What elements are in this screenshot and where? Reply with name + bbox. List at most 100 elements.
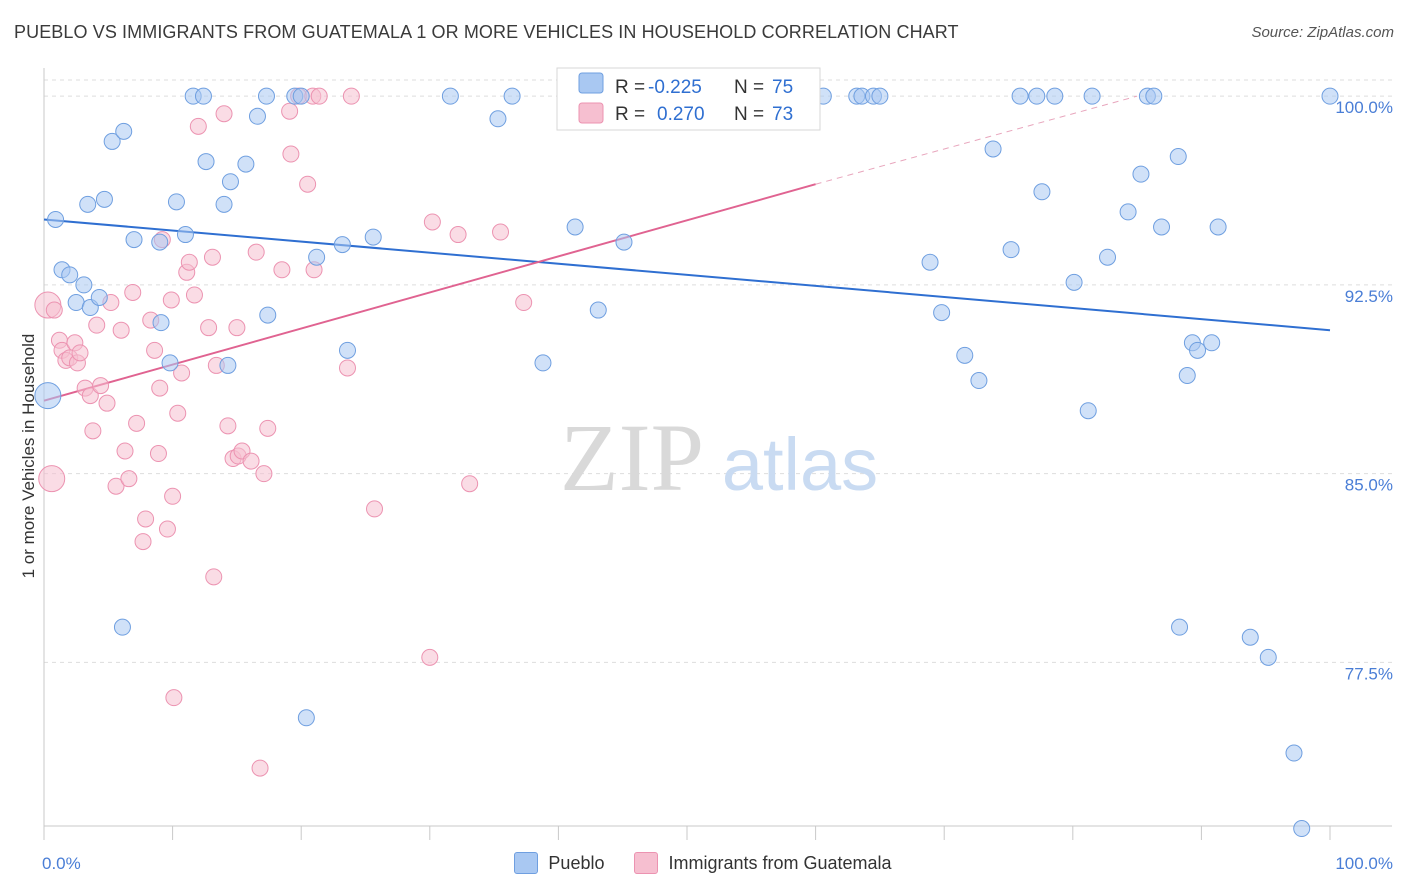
guatemala-point bbox=[164, 487, 182, 505]
legend-r-value-guat: 0.270 bbox=[657, 104, 705, 125]
pueblo-point bbox=[167, 193, 185, 211]
pueblo-point bbox=[1011, 87, 1029, 105]
legend-r-label-pueblo: R = bbox=[615, 77, 645, 98]
legend-r-label-guat: R = bbox=[615, 104, 645, 125]
y-tick-label: 77.5% bbox=[1345, 664, 1393, 683]
guatemala-point bbox=[366, 500, 384, 518]
pueblo-point bbox=[151, 233, 169, 251]
pueblo-point bbox=[333, 236, 351, 254]
watermark-atlas: atlas bbox=[722, 423, 878, 506]
pueblo-point bbox=[1285, 744, 1303, 762]
guatemala-point bbox=[299, 175, 317, 193]
guatemala-point bbox=[98, 394, 116, 412]
y-tick-label: 100.0% bbox=[1335, 98, 1393, 117]
guatemala-point bbox=[228, 319, 246, 337]
pueblo-point bbox=[34, 382, 62, 410]
x-tick-label: 100.0% bbox=[1335, 854, 1393, 873]
pueblo-point bbox=[534, 354, 552, 372]
chart-title: PUEBLO VS IMMIGRANTS FROM GUATEMALA 1 OR… bbox=[14, 22, 959, 42]
legend-swatch-guat bbox=[578, 102, 604, 124]
pueblo-point bbox=[441, 87, 459, 105]
x-tick-label: 0.0% bbox=[42, 854, 81, 873]
pueblo-point bbox=[219, 356, 237, 374]
guatemala-point bbox=[173, 364, 191, 382]
guatemala-point bbox=[81, 387, 99, 405]
pueblo-point bbox=[257, 87, 275, 105]
guatemala-point bbox=[205, 568, 223, 586]
guatemala-point bbox=[189, 117, 207, 135]
pueblo-point bbox=[1099, 248, 1117, 266]
pueblo-point bbox=[152, 314, 170, 332]
legend-item-pueblo[interactable]: Pueblo bbox=[514, 852, 604, 874]
legend-item-guat[interactable]: Immigrants from Guatemala bbox=[634, 852, 892, 874]
guatemala-point bbox=[338, 359, 356, 377]
pueblo-point bbox=[297, 709, 315, 727]
pueblo-point bbox=[308, 248, 326, 266]
axes: 77.5% 85.0% 92.5% 100.0% 0.0% 100.0% bbox=[42, 68, 1393, 873]
guatemala-point bbox=[247, 243, 265, 261]
pueblo-point bbox=[47, 210, 65, 228]
y-axis-label: 1 or more Vehicles in Household bbox=[19, 334, 38, 579]
pueblo-point bbox=[1033, 183, 1051, 201]
pueblo-point bbox=[1119, 203, 1137, 221]
guatemala-point bbox=[282, 145, 300, 163]
guatemala-point bbox=[200, 319, 218, 337]
pueblo-point bbox=[1028, 87, 1046, 105]
pueblo-point bbox=[615, 233, 633, 251]
watermark-zip: ZIP bbox=[560, 404, 704, 511]
y-tick-label: 92.5% bbox=[1345, 287, 1393, 306]
pueblo-point bbox=[1046, 87, 1064, 105]
guatemala-point bbox=[149, 445, 167, 463]
pueblo-point bbox=[1002, 241, 1020, 259]
pueblo-point bbox=[237, 155, 255, 173]
pueblo-point bbox=[194, 87, 212, 105]
pueblo-point bbox=[489, 110, 507, 128]
guatemala-point bbox=[215, 105, 233, 123]
pueblo-point bbox=[292, 87, 310, 105]
guatemala-point bbox=[169, 404, 187, 422]
guatemala-point bbox=[421, 648, 439, 666]
guatemala-point bbox=[165, 689, 183, 707]
trend-lines bbox=[43, 95, 1331, 402]
pueblo-point bbox=[871, 87, 889, 105]
guatemala-point bbox=[162, 291, 180, 309]
guatemala-point bbox=[84, 422, 102, 440]
guatemala-point bbox=[88, 316, 106, 334]
guatemala-point bbox=[116, 442, 134, 460]
legend-n-label-pueblo: N = bbox=[734, 77, 764, 98]
guatemala-point bbox=[107, 477, 125, 495]
legend-swatch-pueblo-bottom bbox=[514, 852, 539, 874]
pueblo-point bbox=[75, 276, 93, 294]
legend-swatch-pueblo bbox=[578, 72, 604, 94]
watermark: ZIP atlas bbox=[560, 404, 878, 511]
pueblo-point bbox=[1189, 341, 1207, 359]
pueblo-point bbox=[1079, 402, 1097, 420]
guatemala-point bbox=[180, 253, 198, 271]
guatemala-point bbox=[449, 226, 467, 244]
legend-n-value-guat: 73 bbox=[772, 104, 793, 125]
guatemala-point bbox=[423, 213, 441, 231]
guatemala-point bbox=[515, 294, 533, 312]
legend-r-value-pueblo: -0.225 bbox=[648, 77, 702, 98]
pueblo-point bbox=[95, 190, 113, 208]
guatemala-point bbox=[45, 301, 63, 319]
pueblo-point bbox=[1169, 148, 1187, 166]
guatemala-point bbox=[281, 102, 299, 120]
pueblo-point bbox=[115, 122, 133, 140]
pueblo-trend-line bbox=[43, 218, 1331, 332]
pueblo-point bbox=[1171, 618, 1189, 636]
guatemala-point bbox=[134, 533, 152, 551]
pueblo-point bbox=[1153, 218, 1171, 236]
guatemala-point bbox=[185, 286, 203, 304]
bottom-legend: Pueblo Immigrants from Guatemala bbox=[0, 852, 1406, 874]
pueblo-point bbox=[956, 346, 974, 364]
legend-label-pueblo: Pueblo bbox=[548, 852, 605, 873]
pueblo-point bbox=[970, 372, 988, 390]
pueblo-point bbox=[125, 231, 143, 249]
guatemala-point bbox=[273, 261, 291, 279]
pueblo-point bbox=[921, 253, 939, 271]
pueblo-point bbox=[1259, 648, 1277, 666]
pueblo-point bbox=[1132, 165, 1150, 183]
pueblo-point bbox=[1065, 273, 1083, 291]
